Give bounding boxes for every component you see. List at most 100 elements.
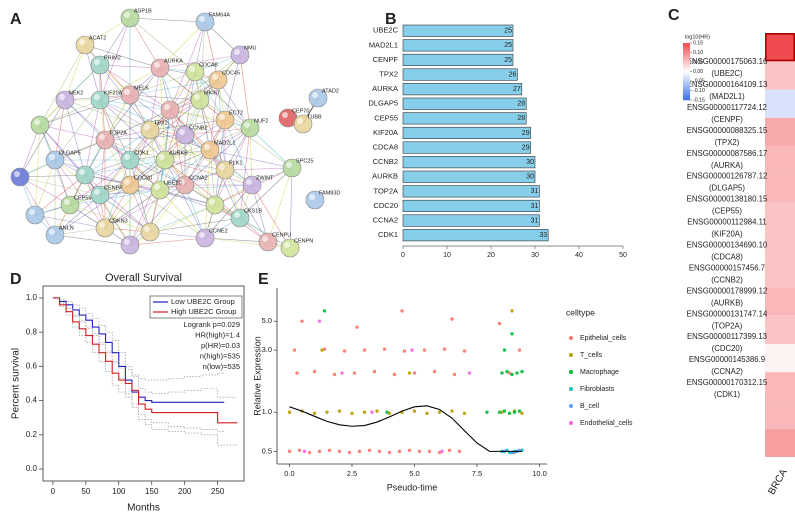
row-name-label: (MAD2L1)	[709, 92, 745, 101]
point	[505, 369, 509, 374]
network-edge	[209, 149, 293, 169]
colorbar-step	[683, 63, 690, 67]
node-label: CCNE2	[209, 228, 228, 234]
category-label: MAD2L1	[369, 40, 398, 49]
network-edge	[129, 184, 216, 206]
colorbar-step	[683, 43, 690, 46]
node-highlight	[64, 199, 70, 205]
node-label: TUBB	[307, 114, 322, 120]
network-edge	[159, 184, 253, 191]
node-label: CKS1B	[244, 208, 262, 214]
point	[517, 409, 522, 413]
row-name-label: (TOP2A)	[712, 321, 743, 330]
y-tick-label: 0.6	[26, 362, 38, 371]
point	[322, 309, 327, 313]
node-label: CEP55	[74, 195, 91, 201]
colorbar-step	[683, 48, 690, 51]
point	[440, 449, 444, 454]
network-edge	[149, 71, 196, 131]
bar	[402, 83, 523, 96]
point	[362, 348, 367, 352]
point	[372, 369, 377, 374]
node-highlight	[286, 162, 292, 168]
point	[317, 449, 322, 454]
legend-title: celltype	[566, 307, 595, 317]
point	[375, 409, 379, 413]
node-highlight	[209, 199, 215, 205]
network-edge	[164, 119, 226, 161]
panel-label: E	[258, 271, 269, 288]
network-edge	[34, 159, 56, 216]
network-edge	[104, 139, 186, 186]
highlight-border	[764, 32, 795, 62]
node-label: ACAT2	[89, 35, 106, 41]
point	[510, 372, 514, 377]
point	[347, 450, 352, 455]
bar-value-label: 29	[522, 130, 530, 137]
x-axis-label: Pseudo-time	[387, 482, 438, 492]
category-label: CENPF	[373, 55, 399, 64]
panel-label: D	[10, 271, 22, 288]
network-edge	[129, 184, 186, 246]
network-edge	[99, 99, 186, 136]
point	[437, 410, 442, 414]
network-edge	[39, 124, 101, 196]
bar-value-label: 29	[522, 144, 530, 151]
row-name-label: (CEP55)	[712, 207, 742, 216]
network-edge	[159, 21, 206, 69]
network-edge	[224, 167, 293, 171]
network-edge	[149, 217, 241, 233]
x-tick-label: 20	[487, 252, 495, 259]
point	[357, 449, 362, 454]
network-edge	[204, 237, 269, 243]
node-label: ECT2	[229, 110, 243, 116]
category-label: CCNB2	[373, 157, 398, 166]
row-name-label: (TPX2)	[715, 138, 740, 147]
legend-label: Epithelial_cells	[580, 335, 627, 342]
panel-label: B	[385, 11, 397, 28]
confidence-line	[52, 297, 225, 381]
colorbar-step	[683, 90, 690, 93]
network-edge	[99, 184, 186, 196]
point	[385, 410, 389, 414]
network-edge	[129, 79, 219, 96]
network-edge	[214, 204, 291, 249]
point	[292, 348, 297, 352]
heatmap-cell	[765, 61, 795, 90]
point	[497, 321, 502, 326]
node-label: ASP1B	[134, 8, 152, 14]
node-label: TPX2	[154, 120, 168, 126]
network-edge	[164, 159, 241, 219]
colorbar-step	[683, 75, 690, 78]
network-edge	[129, 189, 161, 246]
point	[485, 410, 489, 414]
network-edge	[129, 94, 186, 136]
category-label: CDCA8	[373, 143, 398, 152]
network-edge	[129, 99, 201, 161]
network-edge	[184, 99, 201, 186]
network-edge	[54, 159, 106, 229]
colorbar-step	[683, 71, 690, 74]
node-label: ANLN	[59, 225, 74, 231]
colorbar-step	[683, 52, 690, 55]
network-edge	[169, 109, 251, 129]
network-edge	[39, 44, 86, 126]
node-highlight	[179, 179, 185, 185]
point	[425, 411, 429, 416]
heatmap-cell	[765, 202, 795, 231]
node-highlight	[49, 154, 55, 160]
point	[367, 448, 372, 452]
network-edge	[54, 99, 66, 161]
network-node	[25, 205, 45, 225]
node-highlight	[282, 112, 288, 118]
bar	[402, 141, 531, 154]
colorbar-step	[683, 67, 690, 70]
confidence-line	[52, 297, 225, 432]
colorbar-tick-label: 0.15	[693, 40, 703, 46]
colorbar-step	[683, 96, 690, 99]
network-edge	[69, 204, 151, 233]
node-highlight	[79, 39, 85, 45]
heatmap-cell	[765, 174, 795, 203]
row-id-label: ENSG00000112984.11	[687, 218, 766, 227]
